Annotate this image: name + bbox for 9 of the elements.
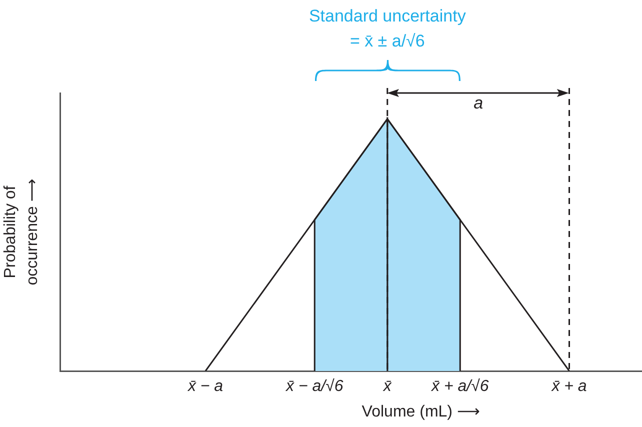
x-tick-label: x̄ (382, 378, 392, 396)
text: Standard uncertainty = x̄ ± a/√6 (308, 6, 466, 51)
x-tick-label: x̄ − a/√6 (284, 378, 344, 396)
y-axis-title: Probability of occurrence ⟶ (2, 178, 41, 286)
x-axis-title: Volume (mL) ⟶ (362, 403, 480, 420)
x-tick-label: x̄ + a (550, 378, 587, 396)
text: a (474, 94, 484, 113)
x-tick-label: x̄ + a/√6 (430, 378, 489, 396)
x-tick-label: x̄ − a (186, 378, 224, 396)
